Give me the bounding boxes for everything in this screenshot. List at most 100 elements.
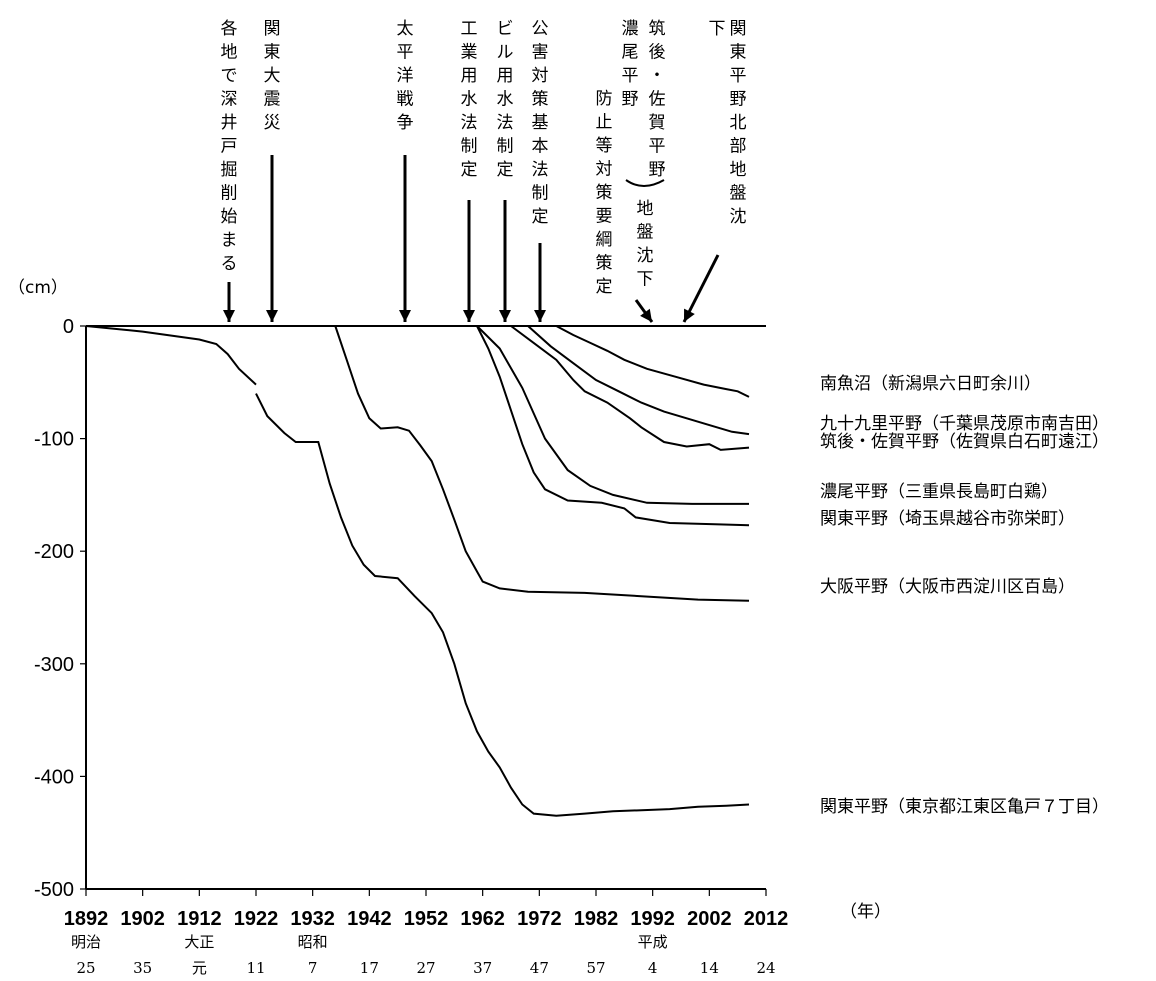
series-line [476,325,749,505]
event-char: 工 [461,19,478,39]
event-char: 北 [730,113,747,133]
event-char: 下 [709,19,726,39]
event-char: 筑 [649,19,666,39]
event-arrow-head [534,310,546,322]
event-char: 戸 [221,137,238,157]
y-tick-label: -500 [34,879,74,901]
series-label: 九十九里平野（千葉県茂原市南吉田） [820,414,1109,434]
y-tick-label: -200 [34,541,74,563]
era-year-label: 27 [416,959,435,977]
era-year-label: 35 [133,959,152,977]
event-char: 戦 [397,90,414,110]
event-char: 太 [397,19,414,39]
x-tick-label: 2002 [687,908,732,930]
event-char: 部 [730,137,747,157]
event-char: 策 [596,183,613,203]
event-char: 用 [497,66,514,86]
era-year-label: 25 [76,959,95,977]
event-char: で [221,66,238,86]
event-annotation-text: 下関東平野北部地盤沈 [709,19,747,227]
event-char: 定 [532,207,549,227]
event-char: 争 [397,113,414,133]
series-label: 関東平野（埼玉県越谷市弥栄町） [820,509,1075,529]
event-char: 平 [397,43,414,63]
y-unit-label: （cm） [8,278,68,298]
event-arrow-head [499,310,511,322]
event-char: 策 [532,90,549,110]
series-label: 南魚沼（新潟県六日町余川） [820,374,1041,394]
event-char: 対 [596,160,613,180]
x-tick-label: 1932 [290,908,335,930]
annotations: 各地で深井戸掘削始まる関東大震災太平洋戦争工業用水法制定ビル用水法制定公害対策基… [221,19,747,323]
era-name-label: 昭和 [298,933,328,951]
series-labels: 南魚沼（新潟県六日町余川） 九十九里平野（千葉県茂原市南吉田）筑後・佐賀平野（佐賀… [820,374,1109,817]
event-char: 制 [497,137,514,157]
event-char: 盤 [637,223,654,243]
event-char: 法 [497,113,514,133]
event-char: 下 [637,270,654,290]
event-arrow-head [463,310,475,322]
event-char: 対 [532,66,549,86]
event-char: 東 [730,43,747,63]
x-unit-label: （年） [840,902,891,922]
x-tick-label: 1922 [234,908,279,930]
event-char: 東 [264,43,281,63]
event-char: 定 [596,277,613,297]
event-char: 沈 [637,246,654,266]
event-char: 水 [497,90,514,110]
event-arrow-head [223,310,235,322]
x-tick-label: 1892 [64,908,109,930]
event-char: 野 [622,90,639,110]
x-tick-label: 1992 [630,908,675,930]
event-char: ・ [649,66,666,86]
event-arrow [682,254,720,323]
event-char: 地 [221,43,238,63]
era-name-label: 大正 [184,933,214,951]
event-char: 後 [649,43,666,63]
event-char: 平 [649,137,666,157]
event-char: 止 [596,113,613,133]
event-char: 大 [264,66,281,86]
event-char: ま [221,231,238,251]
series-label: 濃尾平野（三重県長島町白鶏） [820,482,1058,502]
event-char: 洋 [397,66,414,86]
series-layer [85,325,750,817]
y-tick-label: -400 [34,766,74,788]
event-char: 策 [596,254,613,274]
event-char: 災 [264,113,281,133]
series-line [555,325,750,398]
y-tick-label: -300 [34,654,74,676]
event-char: 法 [532,160,549,180]
x-tick-label: 1982 [574,908,619,930]
x-tick-label: 1902 [120,908,165,930]
era-year-label: 17 [360,959,379,977]
event-char: 平 [730,66,747,86]
event-char: 平 [622,66,639,86]
event-char: 掘 [221,160,238,180]
era-ticks: 明治 25 35 大正元 11 昭和 7 17 27 37 47 57 平成 4 14 24 [71,933,776,977]
x-tick-label: 2012 [744,908,789,930]
event-char: ル [497,43,514,63]
event-char: 本 [532,137,549,157]
event-char: 濃 [622,19,639,39]
era-year-label: 24 [756,959,775,977]
event-char: 地 [730,160,747,180]
era-year-label: 47 [530,959,549,977]
event-char: 野 [649,160,666,180]
era-year-label: 元 [192,959,207,977]
event-arrow-head [266,310,278,322]
event-char: 関 [264,19,281,39]
event-char: 水 [461,90,478,110]
event-char: 定 [497,160,514,180]
event-char: 井 [221,113,238,133]
event-arrow-head [399,310,411,322]
event-char: ビ [497,19,514,39]
event-char: 制 [532,184,549,204]
era-name-label: 平成 [638,933,668,951]
event-char: 佐 [649,90,666,110]
